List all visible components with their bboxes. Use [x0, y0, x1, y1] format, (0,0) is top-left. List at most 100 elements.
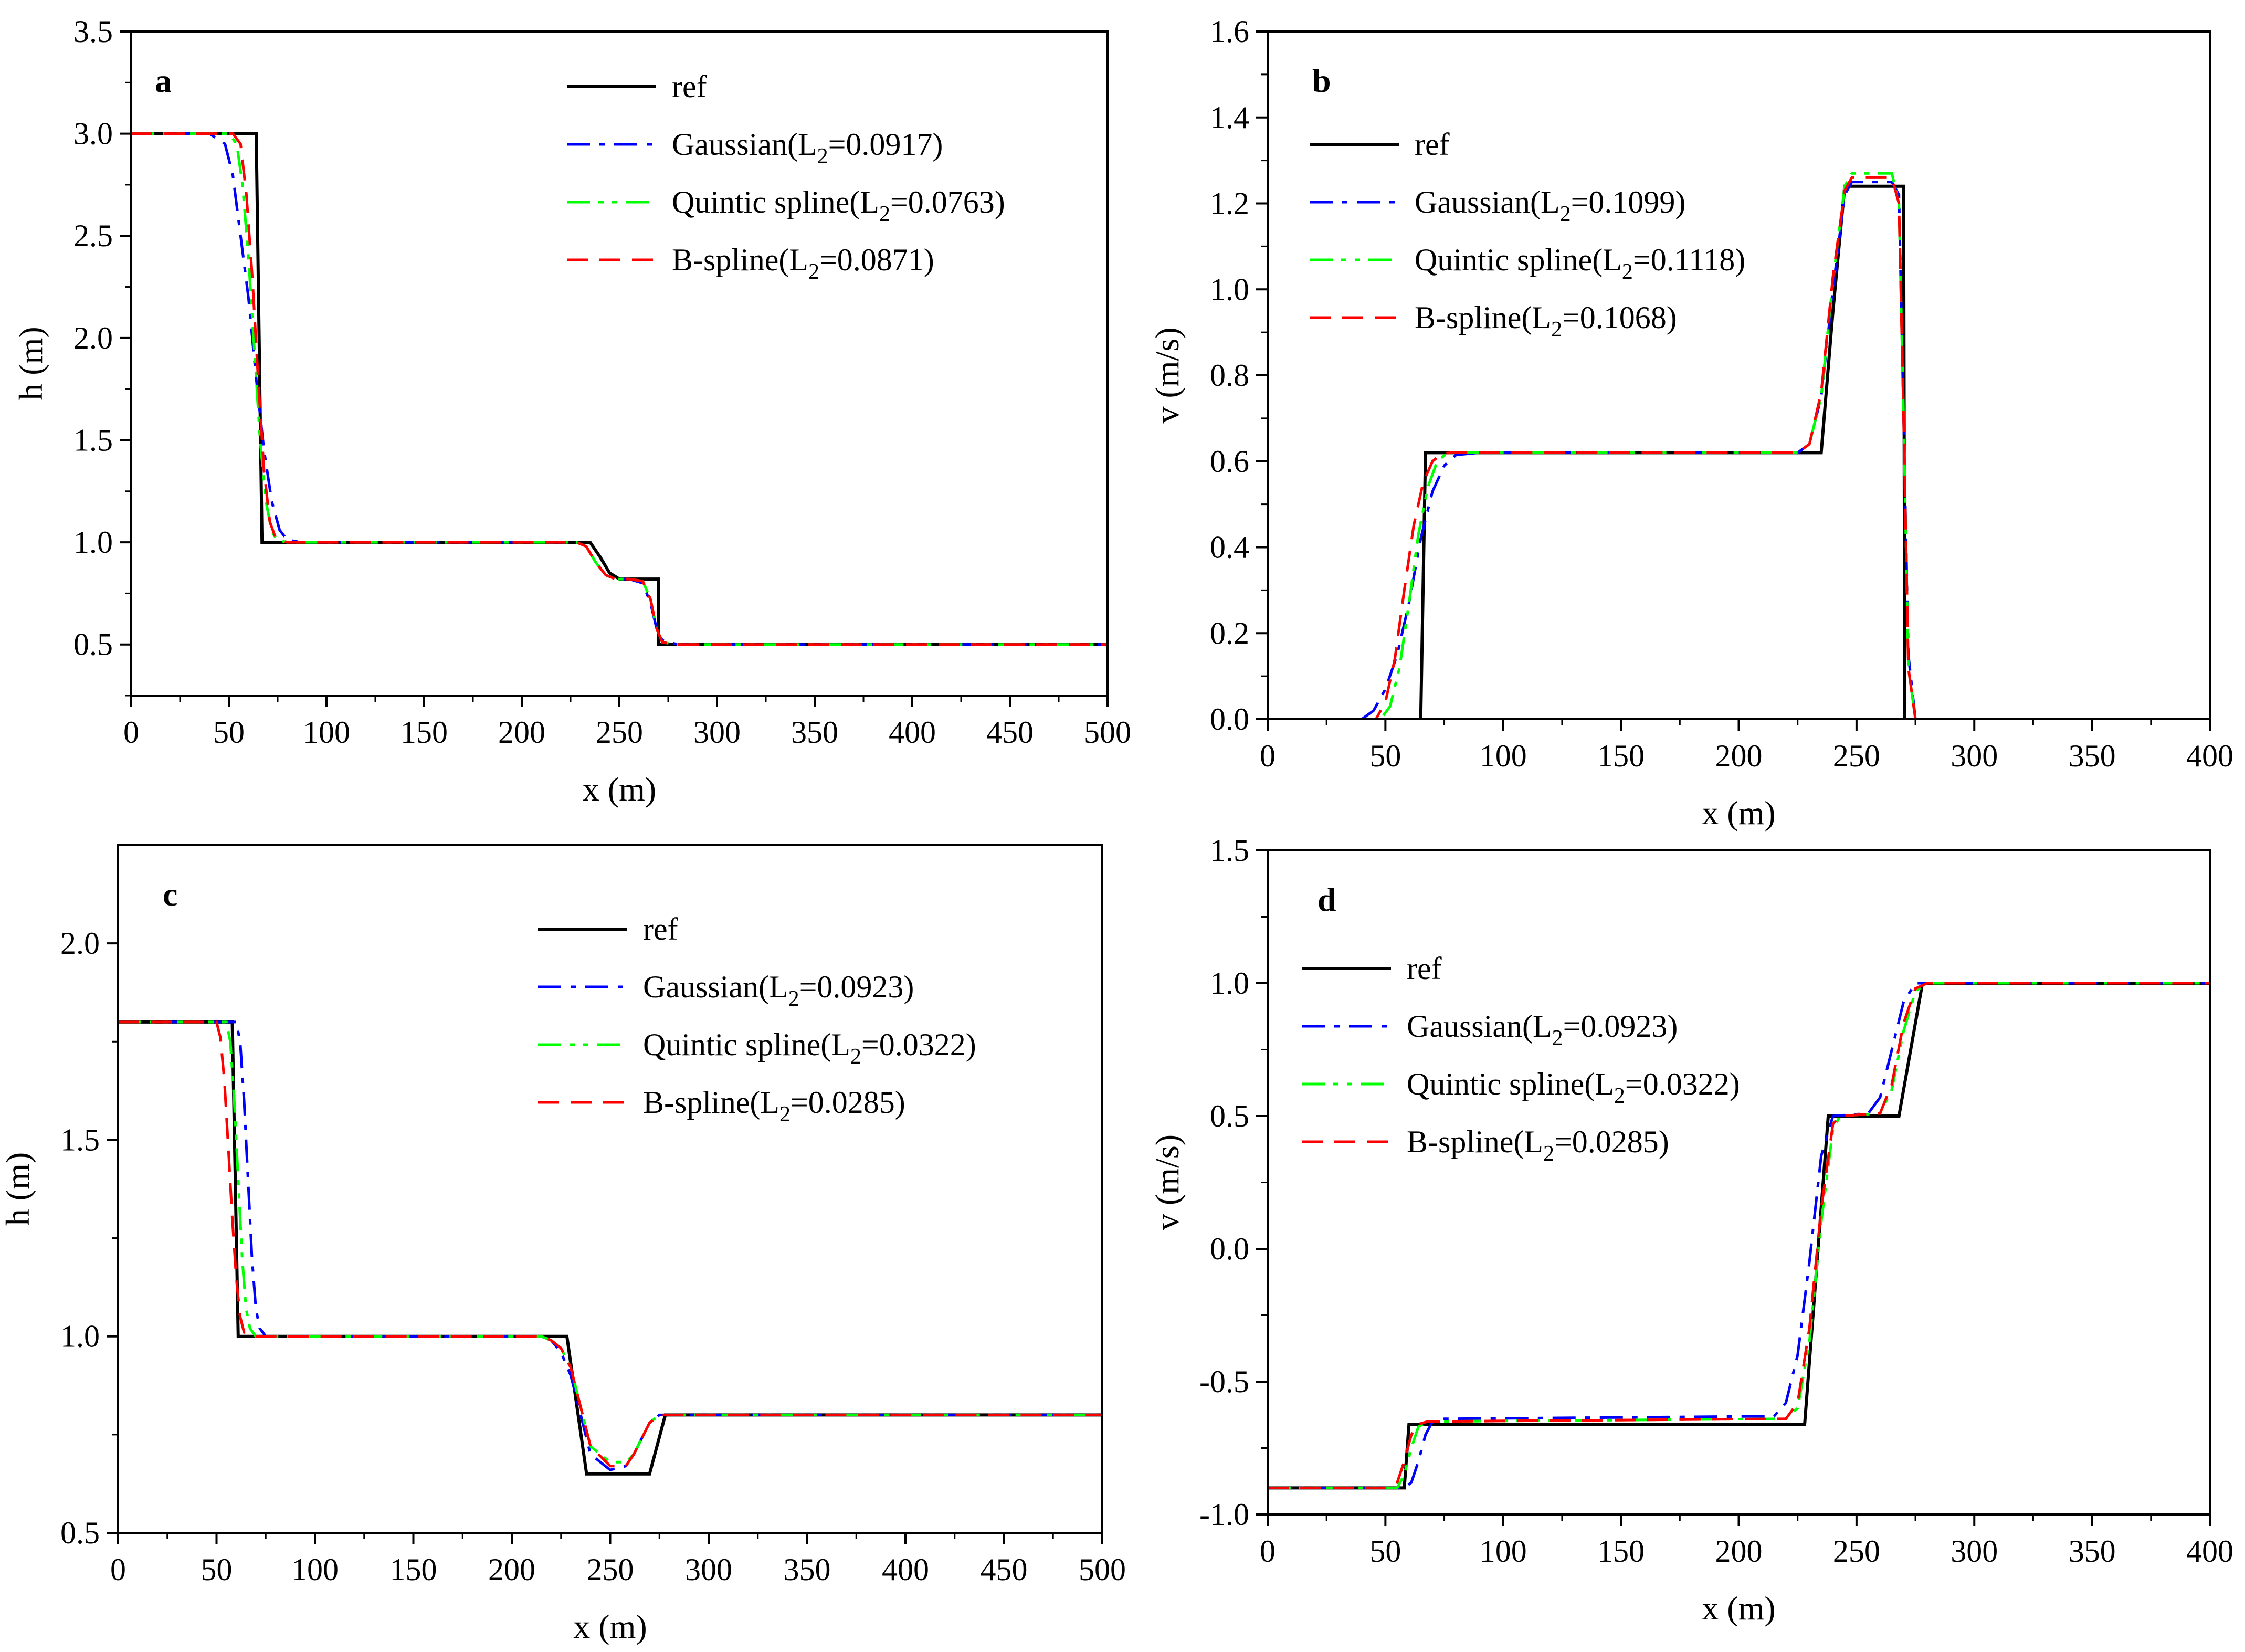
series-line-2 [1268, 982, 2210, 1489]
legend-label-text: B-spline(L [1407, 1124, 1543, 1159]
legend-label-0: ref [672, 69, 707, 104]
legend-label-tail: =0.0917) [828, 127, 943, 162]
legend-label-subscript: 2 [1622, 260, 1633, 284]
series-line-2 [1268, 172, 2210, 719]
x-tick-label: 300 [1951, 1534, 1998, 1569]
legend-label-text: Gaussian(L [672, 127, 817, 162]
x-tick-label: 100 [1480, 739, 1527, 773]
y-tick-label: 2.0 [73, 321, 113, 355]
legend-label-text: ref [1415, 127, 1450, 162]
x-tick-label: 450 [986, 715, 1034, 750]
y-tick-label: 0.0 [1210, 702, 1249, 736]
y-tick-label: 0.0 [1210, 1232, 1249, 1266]
legend-label-subscript: 2 [788, 987, 799, 1011]
legend-label-2: Quintic spline(L2=0.0763) [672, 185, 1005, 226]
x-tick-label: 0 [1260, 1534, 1276, 1569]
legend-label-3: B-spline(L2=0.0285) [643, 1085, 905, 1127]
legend-label-tail: =0.0285) [1554, 1124, 1669, 1159]
legend-label-tail: =0.1068) [1562, 300, 1677, 335]
series-line-3 [131, 132, 1108, 646]
y-tick-label: 1.5 [60, 1122, 100, 1157]
panel-label: a [155, 62, 172, 99]
legend-label-tail: =0.0285) [791, 1085, 905, 1120]
series-line-1 [1268, 982, 2210, 1489]
x-tick-label: 400 [2186, 1534, 2233, 1569]
chart-panel-d: 0 50 100 150 200 250 300 350 400 -1.0 -0.5 0.0 0.5 1.… [1148, 833, 2233, 1627]
y-axis-label: v (m/s) [1148, 1134, 1186, 1230]
x-tick-label: 150 [1597, 1534, 1645, 1569]
legend-label-2: Quintic spline(L2=0.0322) [1407, 1067, 1740, 1108]
x-tick-label: 100 [291, 1552, 339, 1587]
x-tick-label: 200 [1715, 739, 1763, 773]
panel-label: c [163, 876, 177, 913]
legend-label-3: B-spline(L2=0.0871) [672, 243, 934, 284]
series-line-3 [118, 1020, 1102, 1468]
x-axis-label: x (m) [1702, 794, 1775, 832]
x-tick-label: 150 [400, 715, 448, 750]
legend-label-text: B-spline(L [1415, 300, 1551, 335]
legend-label-text: Quintic spline(L [643, 1027, 850, 1062]
x-tick-label: 300 [1951, 739, 1998, 773]
y-tick-label: 1.2 [1210, 186, 1249, 221]
y-tick-label: 0.5 [60, 1516, 100, 1550]
y-tick-label: 0.6 [1210, 444, 1249, 479]
panel-label: b [1312, 62, 1331, 99]
legend-label-text: Gaussian(L [643, 970, 788, 1004]
y-tick-label: 1.5 [1210, 833, 1249, 868]
x-tick-label: 400 [882, 1552, 929, 1587]
plot-frame [1267, 30, 2211, 720]
chart-panel-b: 0 50 100 150 200 250 300 350 400 0.0 0.2 0.4 0.6 0.8 1… [1148, 14, 2233, 832]
legend-label-text: Quintic spline(L [672, 185, 879, 219]
legend-label-2: Quintic spline(L2=0.0322) [643, 1027, 976, 1069]
x-tick-label: 300 [685, 1552, 732, 1587]
y-tick-label: -1.0 [1199, 1497, 1249, 1532]
legend-label-3: B-spline(L2=0.0285) [1407, 1124, 1669, 1166]
legend-label-tail: =0.0763) [890, 185, 1005, 219]
x-tick-label: 200 [1715, 1534, 1763, 1569]
legend-label-tail: =0.0923) [799, 970, 914, 1004]
x-tick-label: 350 [2069, 1534, 2116, 1569]
y-tick-label: 0.4 [1210, 530, 1249, 565]
series-line-2 [131, 132, 1108, 646]
x-tick-label: 150 [390, 1552, 437, 1587]
x-tick-label: 50 [1369, 739, 1401, 773]
x-tick-label: 200 [488, 1552, 535, 1587]
y-tick-label: 2.5 [73, 218, 113, 253]
legend-label-tail: =0.1118) [1633, 243, 1745, 277]
x-tick-label: 50 [213, 715, 245, 750]
y-tick-label: 0.5 [1210, 1099, 1249, 1133]
x-axis-label: x (m) [573, 1608, 647, 1645]
x-tick-label: 500 [1079, 1552, 1126, 1587]
x-tick-label: 400 [2186, 739, 2233, 773]
legend-label-subscript: 2 [1552, 1026, 1563, 1050]
x-tick-label: 400 [889, 715, 936, 750]
legend-label-1: Gaussian(L2=0.0923) [1407, 1009, 1678, 1050]
legend-label-1: Gaussian(L2=0.1099) [1415, 185, 1685, 226]
x-tick-label: 350 [784, 1552, 831, 1587]
x-tick-label: 250 [587, 1552, 634, 1587]
legend-label-3: B-spline(L2=0.1068) [1415, 300, 1677, 342]
y-axis-label: v (m/s) [1148, 327, 1186, 423]
x-tick-label: 0 [1260, 739, 1276, 773]
legend-label-tail: =0.1099) [1571, 185, 1686, 219]
y-tick-label: 1.6 [1210, 14, 1249, 49]
y-tick-label: 0.2 [1210, 616, 1249, 650]
y-tick-label: 1.0 [73, 525, 113, 560]
legend-label-subscript: 2 [1614, 1084, 1625, 1108]
y-tick-label: 1.0 [1210, 966, 1249, 1001]
legend-label-text: Gaussian(L [1415, 185, 1560, 219]
plot-frame [117, 844, 1103, 1534]
series-line-3 [1268, 982, 2210, 1489]
x-axis-label: x (m) [583, 771, 656, 808]
legend-label-subscript: 2 [1551, 318, 1562, 342]
legend: ref Gaussian(L2=0.0923) Quintic spline(L2=… [538, 912, 976, 1127]
x-tick-label: 50 [1369, 1534, 1401, 1569]
x-tick-label: 150 [1597, 739, 1645, 773]
series-line-2 [118, 1020, 1102, 1464]
legend-label-2: Quintic spline(L2=0.1118) [1415, 243, 1745, 284]
legend-label-0: ref [643, 912, 678, 946]
panel-label: d [1318, 881, 1336, 918]
legend-label-text: ref [672, 69, 707, 104]
